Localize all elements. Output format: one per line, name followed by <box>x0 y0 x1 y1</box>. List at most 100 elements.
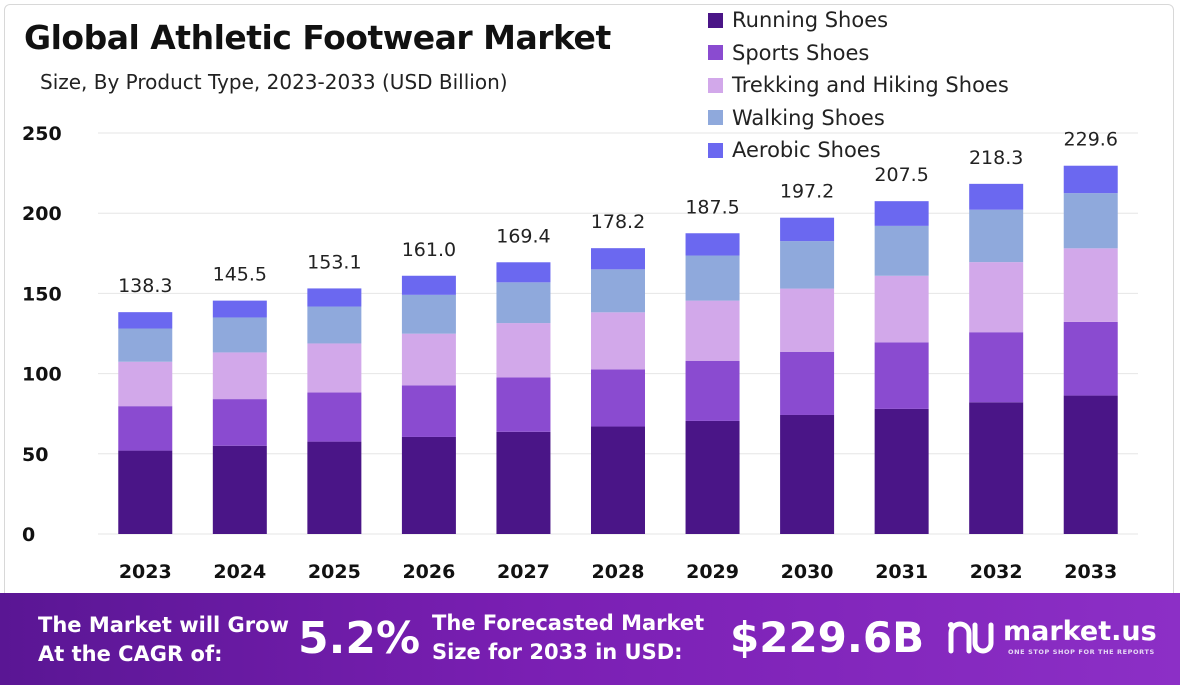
legend-swatch <box>708 110 723 126</box>
bar-segment <box>118 406 173 451</box>
bar-segment <box>496 431 551 534</box>
stacked-bar-chart: 0 50 100 150 200 250 138.3 2023 145.5 2024 153.1 20… <box>22 123 1138 583</box>
bar-segment <box>780 288 835 352</box>
chart-subtitle: Size, By Product Type, 2023-2033 (USD Bi… <box>40 70 508 94</box>
bar-segment <box>591 369 645 427</box>
bar-segment <box>780 351 835 415</box>
bar-segment <box>969 209 1024 263</box>
y-tick-label: 200 <box>22 203 62 225</box>
bar-segment <box>685 255 740 301</box>
bar-segment <box>1063 395 1118 534</box>
bar-segment <box>496 323 551 378</box>
bar-segment <box>307 392 362 442</box>
bar-segment <box>401 385 456 437</box>
chart-legend: Running Shoes Sports Shoes Trekking and … <box>708 4 1009 167</box>
legend-label: Trekking and Hiking Shoes <box>732 73 1009 98</box>
bar-segment <box>969 402 1024 534</box>
bar-segment <box>780 241 835 289</box>
bar-segment <box>118 328 173 362</box>
bar-segment <box>969 262 1024 333</box>
bar-segment <box>874 342 929 409</box>
bar-segment <box>118 361 173 407</box>
bar-segment <box>874 225 929 276</box>
bar-segment <box>118 450 173 534</box>
legend-item-running-shoes: Running Shoes <box>708 4 1009 37</box>
bar-segment <box>307 343 362 393</box>
bar-segment <box>118 312 173 329</box>
y-tick-label: 250 <box>22 123 62 145</box>
forecast-label-line1: The Forecasted Market <box>432 611 705 635</box>
bar-segment <box>685 360 740 421</box>
x-tick-label: 2024 <box>213 561 266 583</box>
bar-segment <box>685 233 740 256</box>
y-tick-label: 100 <box>22 364 62 386</box>
bar-segment <box>212 445 267 534</box>
bar-segment <box>1063 321 1118 396</box>
bar-segment <box>307 441 362 534</box>
forecast-label-line2: Size for 2033 in USD: <box>432 640 683 664</box>
bar-segment <box>685 300 740 361</box>
bar-segment <box>591 312 645 370</box>
bar-segment <box>591 248 645 270</box>
x-tick-label: 2026 <box>402 561 455 583</box>
bar-segment <box>496 377 551 432</box>
bar-segment <box>685 420 740 534</box>
footer-banner <box>0 593 1180 685</box>
bar-total-label: 169.4 <box>496 225 550 247</box>
bar-segment <box>874 408 929 534</box>
bar-segment <box>874 201 929 226</box>
bar-segment <box>307 306 362 344</box>
brand-tagline: ONE STOP SHOP FOR THE REPORTS <box>1008 648 1155 656</box>
bar-segment <box>401 294 456 334</box>
bar-segment <box>212 352 267 400</box>
bar-segment <box>307 288 362 307</box>
bar-segment <box>780 217 835 242</box>
legend-item-trekking-hiking-shoes: Trekking and Hiking Shoes <box>708 69 1009 102</box>
chart-title: Global Athletic Footwear Market <box>24 18 611 57</box>
x-tick-label: 2027 <box>497 561 550 583</box>
legend-item-walking-shoes: Walking Shoes <box>708 102 1009 135</box>
x-tick-label: 2031 <box>875 561 928 583</box>
legend-label: Running Shoes <box>732 8 889 33</box>
cagr-label-line2: At the CAGR of: <box>38 642 223 666</box>
bar-segment <box>401 436 456 534</box>
bar-segment <box>591 426 645 534</box>
bar-segment <box>212 300 267 318</box>
bar-segment <box>212 317 267 353</box>
bar-total-label: 153.1 <box>307 251 361 273</box>
legend-label: Sports Shoes <box>732 40 870 65</box>
x-tick-label: 2032 <box>970 561 1023 583</box>
y-tick-label: 150 <box>22 283 62 305</box>
bar-segment <box>496 282 551 324</box>
bar-segment <box>969 183 1024 210</box>
bar-total-label: 138.3 <box>118 275 172 297</box>
legend-label: Walking Shoes <box>732 105 885 130</box>
bar-segment <box>1063 248 1118 322</box>
bar-total-label: 229.6 <box>1064 129 1118 151</box>
x-tick-label: 2030 <box>781 561 834 583</box>
bar-total-label: 187.5 <box>685 196 739 218</box>
bar-total-label: 207.5 <box>874 164 928 186</box>
bar-segment <box>874 275 929 343</box>
bar-total-label: 145.5 <box>213 264 267 286</box>
bar-segment <box>401 275 456 295</box>
bar-segment <box>591 269 645 313</box>
brand-name: market.us <box>1003 616 1157 647</box>
bar-segment <box>1063 165 1118 194</box>
y-tick-label: 0 <box>22 524 35 546</box>
x-tick-label: 2023 <box>119 561 172 583</box>
cagr-label-line1: The Market will Grow <box>38 613 289 637</box>
bar-segment <box>401 333 456 386</box>
bar-segment <box>212 399 267 446</box>
legend-swatch <box>708 12 723 28</box>
bar-segment <box>780 414 835 534</box>
legend-item-aerobic-shoes: Aerobic Shoes <box>708 134 1009 167</box>
bar-total-label: 197.2 <box>780 181 834 203</box>
market-us-logo-icon <box>948 621 994 654</box>
bar-total-label: 178.2 <box>591 211 645 233</box>
x-tick-label: 2033 <box>1064 561 1117 583</box>
x-tick-label: 2025 <box>308 561 361 583</box>
bar-segment <box>1063 193 1118 249</box>
bar-segment <box>496 262 551 283</box>
legend-swatch <box>708 45 723 61</box>
